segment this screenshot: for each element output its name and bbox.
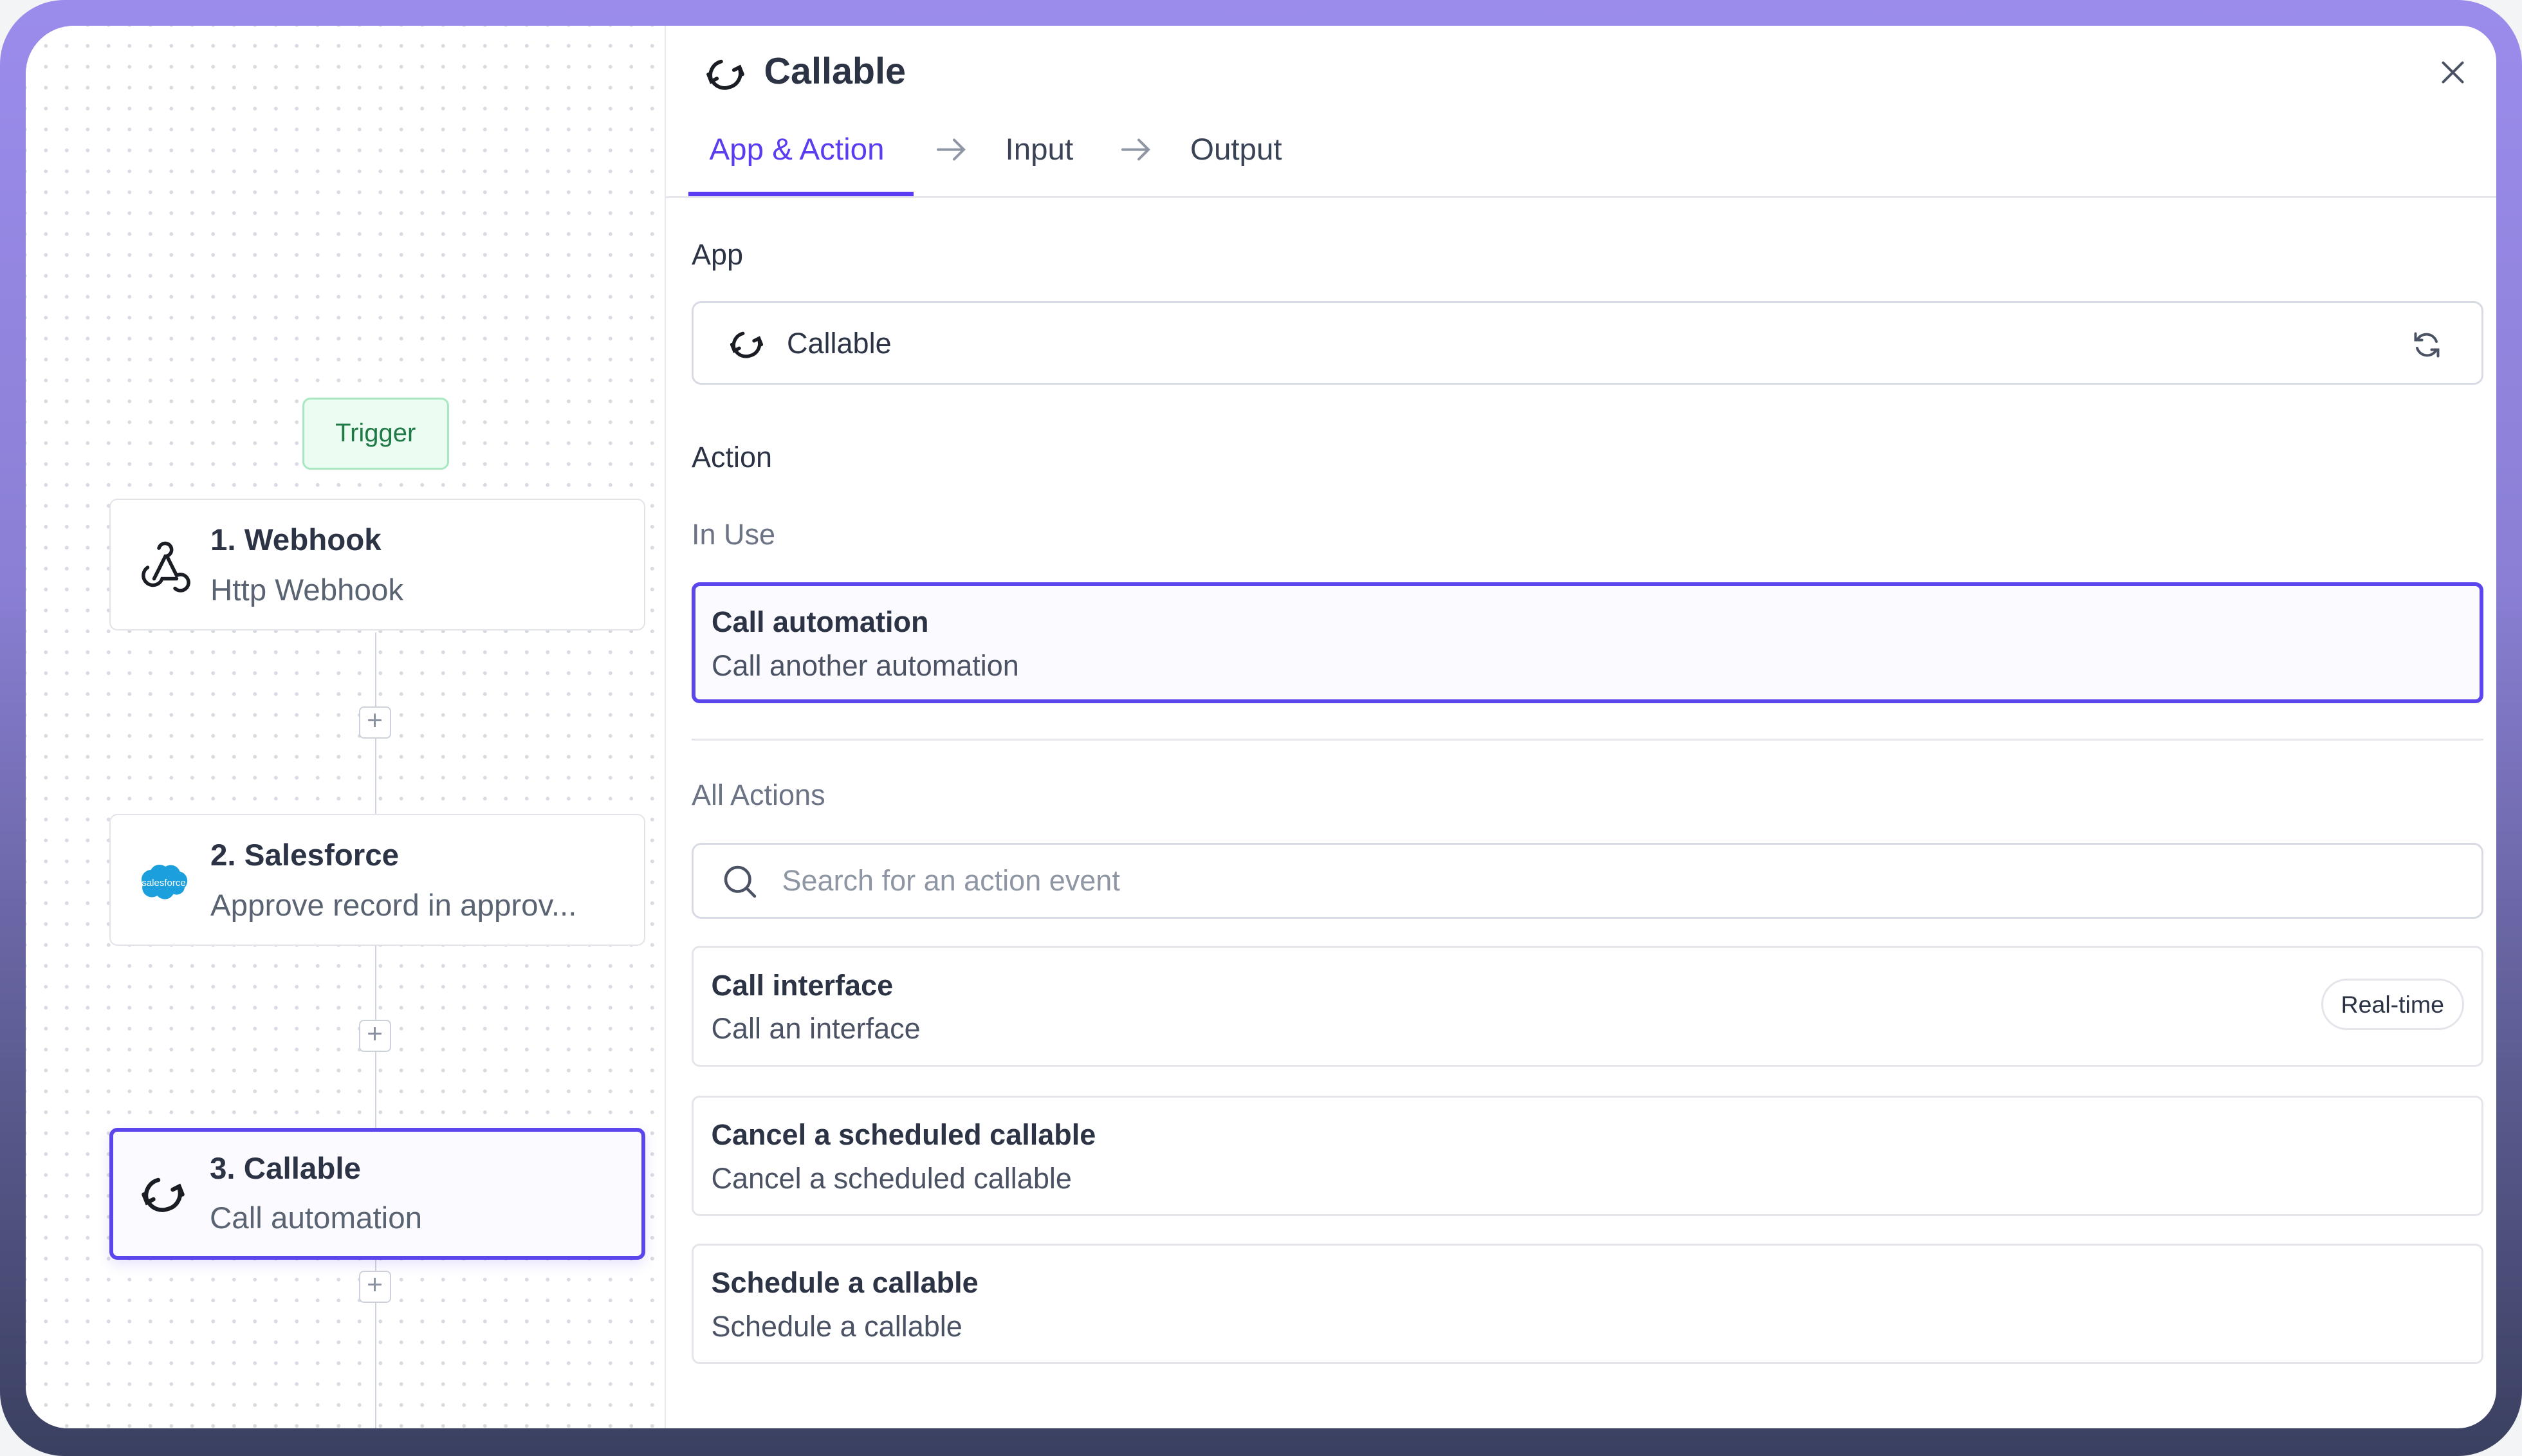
action-subtitle: Schedule a callable	[711, 1309, 962, 1343]
tab-app-action[interactable]: App & Action	[709, 133, 885, 167]
action-option-selected[interactable]: Call automation Call another automation	[692, 582, 2483, 703]
action-title: Call interface	[711, 968, 894, 1002]
action-title: Cancel a scheduled callable	[711, 1118, 1096, 1151]
action-option[interactable]: Schedule a callable Schedule a callable	[692, 1243, 2483, 1364]
tab-output[interactable]: Output	[1190, 133, 1282, 167]
action-option[interactable]: Cancel a scheduled callable Cancel a sch…	[692, 1095, 2483, 1216]
sync-icon	[142, 1177, 185, 1212]
realtime-badge: Real-time	[2321, 978, 2464, 1030]
in-use-label: In Use	[692, 518, 776, 551]
workflow-node-callable[interactable]: 3. Callable Call automation	[109, 1127, 645, 1260]
node-title: 1. Webhook	[210, 523, 382, 557]
salesforce-logo: salesforce	[141, 864, 188, 899]
action-title: Call automation	[712, 605, 929, 638]
action-title: Schedule a callable	[711, 1266, 979, 1299]
active-tab-indicator	[688, 191, 914, 196]
app-window: Trigger 1. Webhook Http Webhook + salesf…	[26, 26, 2496, 1428]
node-title: 3. Callable	[210, 1151, 361, 1186]
sync-icon	[706, 59, 744, 90]
panel-title: Callable	[764, 50, 907, 92]
refresh-icon[interactable]	[2411, 329, 2443, 361]
add-step-button[interactable]: +	[358, 1020, 391, 1052]
all-actions-label: All Actions	[692, 779, 825, 811]
node-subtitle: Approve record in approv...	[210, 888, 577, 923]
action-subtitle: Cancel a scheduled callable	[711, 1161, 1072, 1195]
workflow-node-salesforce[interactable]: salesforce 2. Salesforce Approve record …	[109, 814, 645, 946]
add-step-button[interactable]: +	[358, 706, 391, 739]
app-select[interactable]: Callable	[692, 300, 2483, 385]
search-input[interactable]	[778, 862, 2233, 899]
step-tabs: App & Action Input Output	[666, 116, 2496, 198]
trigger-badge: Trigger	[302, 397, 449, 470]
app-label: App	[692, 238, 744, 271]
section-divider	[692, 738, 2483, 741]
node-title: 2. Salesforce	[210, 838, 400, 872]
sync-icon	[730, 331, 764, 358]
close-icon[interactable]	[2438, 58, 2467, 87]
workflow-canvas[interactable]: Trigger 1. Webhook Http Webhook + salesf…	[26, 26, 666, 1428]
action-option[interactable]: Call interface Call an interface Real-ti…	[692, 946, 2483, 1067]
arrow-right-icon	[936, 138, 966, 161]
arrow-right-icon	[1121, 138, 1150, 161]
search-icon	[724, 865, 757, 898]
add-step-button[interactable]: +	[358, 1271, 391, 1303]
workflow-node-webhook[interactable]: 1. Webhook Http Webhook	[109, 499, 645, 631]
action-label: Action	[692, 441, 773, 474]
webhook-icon	[142, 541, 190, 593]
svg-text:salesforce: salesforce	[142, 878, 185, 889]
action-subtitle: Call an interface	[711, 1012, 921, 1045]
node-subtitle: Http Webhook	[210, 573, 404, 607]
node-subtitle: Call automation	[210, 1201, 423, 1235]
action-search[interactable]	[692, 843, 2483, 919]
step-config-panel: Callable App & Action Input Output App C…	[666, 26, 2496, 1428]
app-value: Callable	[787, 327, 892, 360]
action-subtitle: Call another automation	[712, 649, 1019, 682]
tab-input[interactable]: Input	[1005, 133, 1074, 167]
